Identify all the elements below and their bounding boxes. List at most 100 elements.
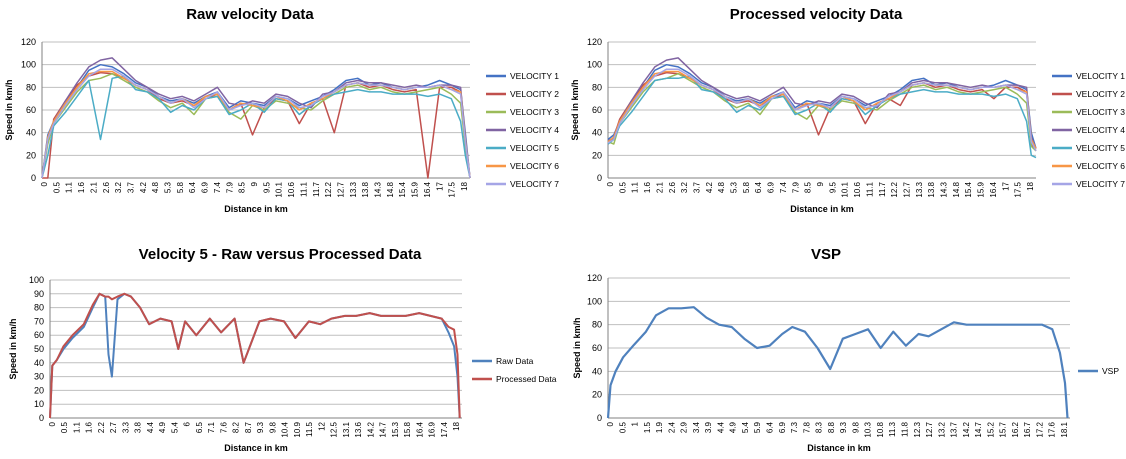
series-line-7 xyxy=(607,68,1037,152)
x-tick-label: 14.3 xyxy=(940,181,949,197)
x-tick-label: 2.1 xyxy=(89,181,98,193)
x-tick-label: 17.4 xyxy=(440,421,449,437)
velocity5-raw-vs-processed-chart: Velocity 5 - Raw versus Processed Data 0… xyxy=(0,240,560,459)
y-tick-label: 0 xyxy=(597,173,602,183)
x-tick-label: 9.5 xyxy=(262,181,271,193)
x-axis-label: Distance in km xyxy=(807,443,871,453)
x-tick-label: 14.7 xyxy=(974,421,983,437)
x-tick-label: 8.5 xyxy=(238,181,247,193)
y-tick-label: 40 xyxy=(592,366,602,376)
x-tick-label: 12.5 xyxy=(330,421,339,437)
x-tick-label: 15.2 xyxy=(986,421,995,437)
y-axis-label: Speed in km/h xyxy=(8,318,18,379)
x-tick-label: 3.9 xyxy=(704,421,713,433)
y-tick-label: 120 xyxy=(587,273,602,283)
y-tick-label: 40 xyxy=(26,128,36,138)
x-tick-label: 15.9 xyxy=(977,181,986,197)
x-tick-label: 6.5 xyxy=(195,421,204,433)
x-tick-label: 2.9 xyxy=(680,421,689,433)
x-tick-label: 8.7 xyxy=(244,421,253,433)
y-tick-label: 20 xyxy=(34,385,44,395)
x-tick-label: 3.2 xyxy=(114,181,123,193)
legend-label: VELOCITY 2 xyxy=(510,89,559,99)
x-tick-label: 13.8 xyxy=(361,181,370,197)
y-tick-label: 60 xyxy=(592,343,602,353)
x-tick-label: 16.4 xyxy=(415,421,424,437)
x-tick-label: 10.8 xyxy=(876,421,885,437)
legend-label: Processed Data xyxy=(496,374,557,384)
legend-label: VELOCITY 2 xyxy=(1076,89,1125,99)
x-tick-label: 9 xyxy=(816,181,825,186)
x-tick-label: 12.7 xyxy=(925,421,934,437)
x-tick-label: 17.5 xyxy=(448,181,457,197)
x-tick-label: 7.8 xyxy=(802,421,811,433)
y-tick-label: 120 xyxy=(587,37,602,47)
x-tick-label: 7.6 xyxy=(219,421,228,433)
x-tick-label: 0.5 xyxy=(618,181,627,193)
x-tick-label: 2.7 xyxy=(109,421,118,433)
series-line-7 xyxy=(41,68,471,179)
series-line-2 xyxy=(49,292,461,419)
x-tick-label: 15.8 xyxy=(403,421,412,437)
y-tick-label: 80 xyxy=(26,82,36,92)
legend-label: VELOCITY 1 xyxy=(510,71,559,81)
y-tick-label: 60 xyxy=(592,105,602,115)
x-tick-label: 8.8 xyxy=(827,421,836,433)
series-line-1 xyxy=(41,63,471,179)
y-tick-label: 40 xyxy=(34,358,44,368)
x-tick-label: 3.7 xyxy=(692,181,701,193)
y-axis-label: Speed in km/h xyxy=(572,317,582,378)
x-tick-label: 7.9 xyxy=(791,181,800,193)
x-tick-label: 1 xyxy=(631,421,640,426)
series-line-3 xyxy=(607,72,1037,152)
x-tick-label: 0 xyxy=(606,421,615,426)
y-tick-label: 0 xyxy=(597,413,602,423)
x-tick-label: 14.8 xyxy=(952,181,961,197)
x-tick-label: 1.6 xyxy=(85,421,94,433)
y-tick-label: 60 xyxy=(26,105,36,115)
y-tick-label: 0 xyxy=(31,173,36,183)
x-tick-label: 4.8 xyxy=(717,181,726,193)
y-tick-label: 20 xyxy=(592,150,602,160)
x-tick-label: 5.3 xyxy=(730,181,739,193)
x-tick-label: 1.1 xyxy=(72,421,81,433)
x-tick-label: 15.7 xyxy=(999,421,1008,437)
legend-label: VELOCITY 1 xyxy=(1076,71,1125,81)
y-tick-label: 80 xyxy=(592,320,602,330)
x-tick-label: 4.9 xyxy=(729,421,738,433)
x-tick-label: 16.4 xyxy=(423,181,432,197)
x-tick-label: 4.4 xyxy=(146,421,155,433)
x-tick-label: 1.1 xyxy=(65,181,74,193)
x-tick-label: 7.3 xyxy=(790,421,799,433)
x-tick-label: 11.7 xyxy=(312,181,321,197)
legend-label: VELOCITY 7 xyxy=(510,179,559,189)
x-tick-label: 6.4 xyxy=(188,181,197,193)
series-line-5 xyxy=(41,75,471,179)
x-tick-label: 16.7 xyxy=(1023,421,1032,437)
x-tick-label: 3.8 xyxy=(134,421,143,433)
legend-label: VELOCITY 3 xyxy=(510,107,559,117)
x-tick-label: 8.3 xyxy=(815,421,824,433)
x-tick-label: 10.9 xyxy=(293,421,302,437)
x-tick-label: 6.4 xyxy=(766,421,775,433)
y-axis-label: Speed in km/h xyxy=(570,79,580,140)
y-axis-label: Speed in km/h xyxy=(4,79,14,140)
x-tick-label: 0.5 xyxy=(618,421,627,433)
x-tick-label: 17 xyxy=(435,181,444,190)
x-tick-label: 12.2 xyxy=(324,181,333,197)
y-tick-label: 100 xyxy=(21,60,36,70)
x-tick-label: 5.4 xyxy=(741,421,750,433)
x-tick-label: 4.2 xyxy=(705,181,714,193)
legend-label: VELOCITY 4 xyxy=(510,125,559,135)
x-tick-label: 9.8 xyxy=(268,421,277,433)
x-tick-label: 18 xyxy=(452,421,461,430)
x-tick-label: 12.7 xyxy=(336,181,345,197)
y-tick-label: 80 xyxy=(34,303,44,313)
x-tick-label: 13.7 xyxy=(950,421,959,437)
x-tick-label: 2.6 xyxy=(102,181,111,193)
x-tick-label: 12 xyxy=(317,421,326,430)
legend-label: VELOCITY 7 xyxy=(1076,179,1125,189)
x-tick-label: 15.4 xyxy=(398,181,407,197)
